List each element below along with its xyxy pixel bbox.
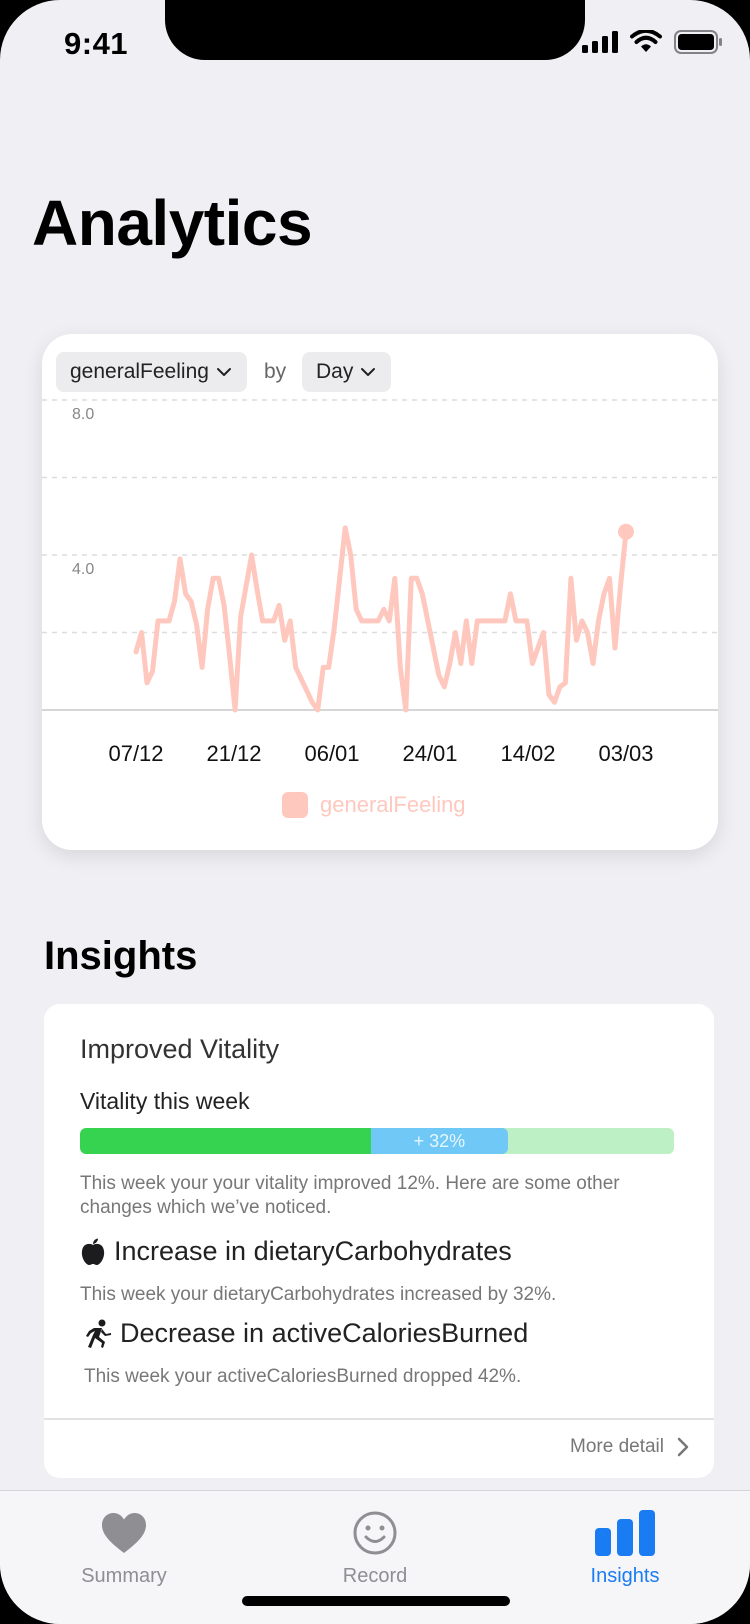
tab-summary[interactable]: Summary — [24, 1491, 224, 1624]
wifi-icon — [630, 30, 662, 52]
x-tick-label: 21/12 — [206, 741, 261, 766]
progress-base-fill — [80, 1128, 372, 1154]
status-icons — [582, 30, 722, 54]
change-title: Decrease in activeCaloriesBurned — [120, 1318, 529, 1348]
x-tick-label: 24/01 — [402, 741, 457, 766]
more-detail-link[interactable]: More detail — [570, 1436, 690, 1458]
vitality-progress-bar: + 32% — [80, 1128, 674, 1154]
running-person-icon — [86, 1319, 111, 1348]
tab-record[interactable]: Record — [275, 1491, 475, 1624]
change-description: This week your activeCaloriesBurned drop… — [84, 1366, 522, 1387]
x-tick-label: 07/12 — [108, 741, 163, 766]
insight-subtitle: Vitality this week — [80, 1088, 250, 1114]
insight-description: This week your your vitality improved 12… — [80, 1173, 620, 1218]
tab-label: Insights — [590, 1565, 660, 1587]
chart-card: generalFeeling by Day 8.0 4.0 07/12 21/12 06… — [42, 334, 718, 850]
change-item-carbohydrates: Increase in dietaryCarbohydrates — [80, 1236, 512, 1267]
chart-legend: generalFeeling — [282, 792, 466, 818]
more-detail-label: More detail — [570, 1436, 664, 1457]
device-notch — [165, 0, 585, 60]
by-label: by — [264, 360, 287, 383]
battery-icon — [674, 30, 722, 54]
chevron-down-icon — [216, 368, 231, 376]
page-title: Analytics — [32, 187, 313, 259]
legend-swatch — [282, 792, 308, 818]
y-tick-label: 4.0 — [72, 561, 94, 578]
cellular-signal-icon — [582, 31, 618, 53]
x-tick-label: 14/02 — [500, 741, 555, 766]
divider — [44, 1418, 714, 1420]
insights-heading: Insights — [44, 934, 198, 978]
metric-selector[interactable]: generalFeeling — [56, 352, 247, 392]
legend-label: generalFeeling — [320, 792, 466, 817]
period-selector-label: Day — [316, 360, 354, 383]
progress-gain-fill: + 32% — [371, 1128, 508, 1154]
insight-title: Improved Vitality — [80, 1034, 280, 1064]
smiley-icon — [353, 1511, 397, 1555]
x-tick-label: 06/01 — [304, 741, 359, 766]
change-title: Increase in dietaryCarbohydrates — [114, 1236, 512, 1266]
tab-bar: Summary Record Insights — [0, 1490, 750, 1624]
tab-label: Summary — [81, 1565, 167, 1587]
heart-icon — [102, 1513, 146, 1553]
period-selector[interactable]: Day — [302, 352, 392, 392]
metric-selector-label: generalFeeling — [70, 360, 209, 383]
last-data-point — [618, 523, 634, 540]
tab-insights[interactable]: Insights — [525, 1491, 725, 1624]
home-indicator — [242, 1596, 510, 1606]
chevron-right-icon — [677, 1437, 689, 1457]
change-item-active-calories: Decrease in activeCaloriesBurned — [84, 1318, 528, 1349]
tab-label: Record — [342, 1565, 408, 1587]
apple-icon — [81, 1238, 105, 1265]
status-time: 9:41 — [64, 26, 129, 61]
insight-card: Improved Vitality Vitality this week + 3… — [44, 1004, 714, 1478]
bar-chart-icon — [595, 1510, 655, 1556]
series-line-generalFeeling — [133, 525, 629, 713]
progress-gain-label: + 32% — [413, 1130, 466, 1151]
line-chart: 8.0 4.0 07/12 21/12 06/01 24/01 14/02 03/03 — [42, 399, 718, 766]
chevron-down-icon — [361, 368, 376, 376]
change-description: This week your dietaryCarbohydrates incr… — [80, 1284, 557, 1305]
y-tick-label: 8.0 — [72, 406, 94, 423]
x-tick-label: 03/03 — [598, 741, 653, 766]
